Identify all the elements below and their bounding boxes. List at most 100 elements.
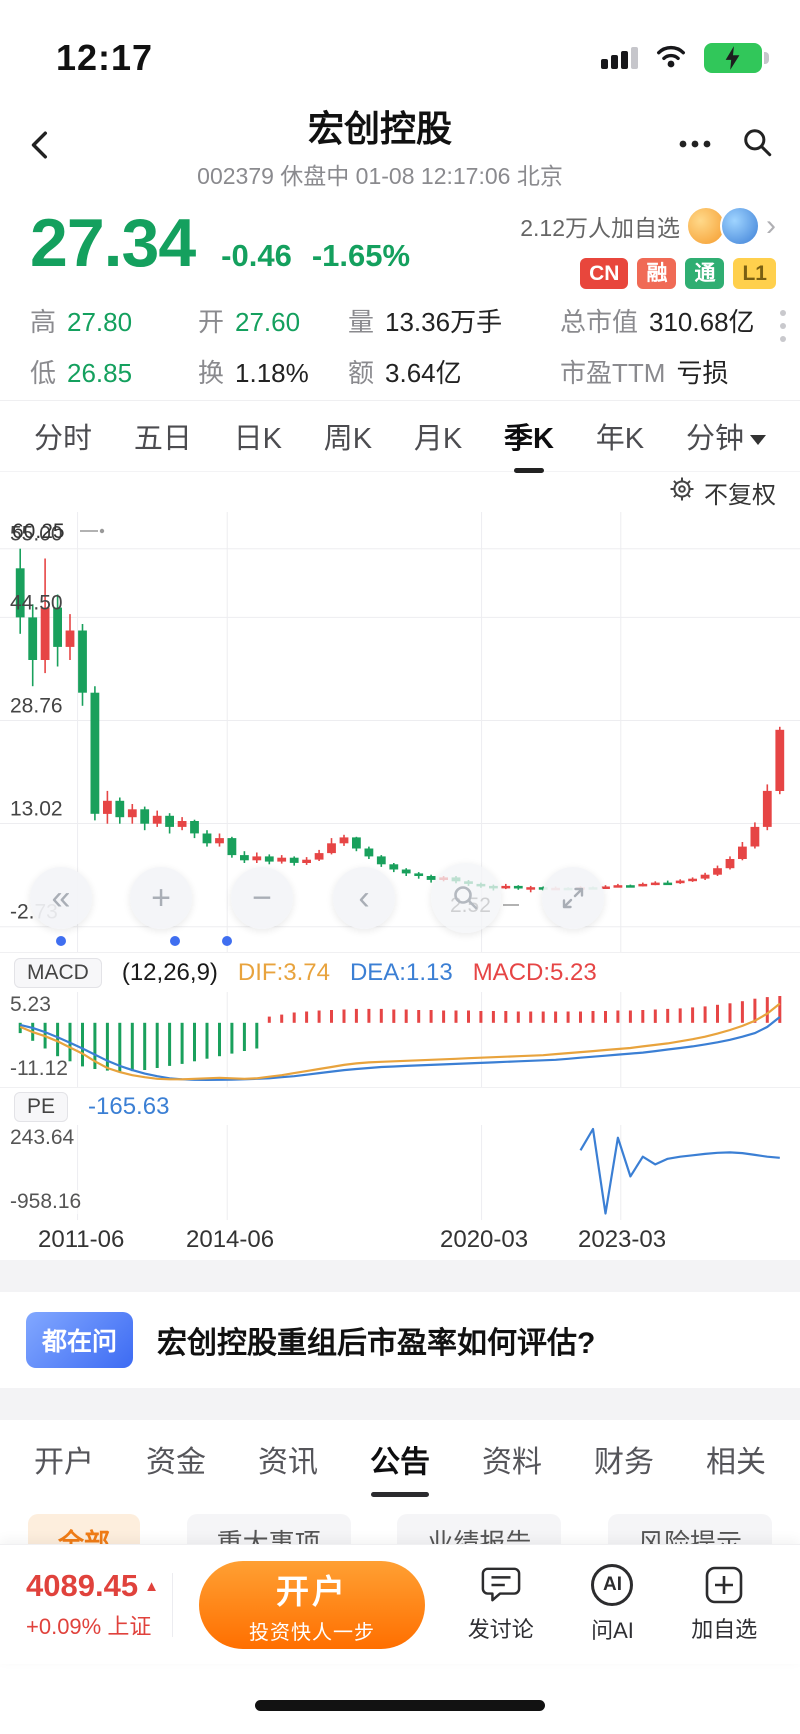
current-price: 27.34	[30, 205, 196, 281]
stat-low: 低 26.85	[30, 358, 133, 388]
tab-funds[interactable]: 资金	[146, 1446, 206, 1479]
svg-text:28.76: 28.76	[10, 695, 63, 718]
stat-high: 高 27.80	[30, 307, 133, 337]
tab-yearly-k[interactable]: 年K	[595, 423, 645, 455]
pe-value: -165.63	[88, 1092, 170, 1120]
qa-question[interactable]: 宏创控股重组后市盈率如何评估?	[157, 1327, 596, 1360]
tab-news[interactable]: 资讯	[258, 1446, 318, 1479]
badge-l1: L1	[733, 258, 776, 290]
magnifier-icon	[454, 886, 478, 910]
macd-header: MACD (12,26,9) DIF:3.74 DEA:1.13 MACD:5.…	[0, 952, 800, 992]
tab-profile[interactable]: 资料	[482, 1446, 542, 1479]
ai-icon: AI	[591, 1564, 634, 1606]
chevron-down-icon	[749, 435, 766, 446]
more-button[interactable]	[678, 136, 712, 154]
index-value: 4089.45	[26, 1568, 139, 1603]
page-title: 宏创控股	[307, 107, 452, 149]
tab-quarterly-k[interactable]: 季K	[504, 399, 554, 473]
qa-row[interactable]: 都在问 宏创控股重组后市盈率如何评估?	[0, 1292, 800, 1388]
x-axis-label: 2020-03	[440, 1226, 529, 1253]
chevron-right-icon: ›	[766, 209, 776, 242]
add-watchlist-icon	[705, 1566, 743, 1604]
header-center: 宏创控股 002379 休盘中 01-08 12:17:06 北京	[82, 100, 678, 191]
macd-value: MACD:5.23	[472, 958, 597, 986]
macd-indicator-label[interactable]: MACD	[14, 957, 102, 988]
stat-turnover: 换 1.18%	[198, 358, 309, 388]
tab-5day[interactable]: 五日	[133, 423, 192, 455]
back-icon	[31, 131, 47, 159]
magnifier-button[interactable]	[431, 863, 501, 933]
tab-monthly-k[interactable]: 月K	[413, 423, 463, 455]
pe-svg	[77, 1125, 780, 1220]
macd-params: (12,26,9)	[121, 958, 218, 986]
x-axis-label: 2023-03	[578, 1226, 667, 1253]
svg-text:60.25: 60.25	[12, 520, 65, 543]
tab-financials[interactable]: 财务	[594, 1446, 654, 1479]
zoom-in-button[interactable]: +	[130, 867, 192, 929]
market-badges: CN 融 通 L1	[520, 258, 776, 290]
battery-charging-icon	[704, 43, 769, 73]
period-tabs: 分时 五日 日K 周K 月K 季K 年K 分钟	[0, 400, 800, 472]
pe-indicator-label[interactable]: PE	[14, 1091, 69, 1122]
divider	[172, 1572, 173, 1637]
svg-text:13.02: 13.02	[10, 798, 63, 821]
stat-open: 开 27.60	[198, 307, 301, 337]
stat-volume: 量 13.36万手	[348, 307, 503, 337]
expand-icon	[562, 887, 584, 909]
bottom-actions: 发讨论 AI 问AI 加自选	[425, 1564, 800, 1645]
rewind-button[interactable]: «	[30, 867, 92, 929]
price-change: -0.46 -1.65%	[221, 238, 410, 274]
index-quote[interactable]: 4089.45 ▲ +0.09% 上证	[0, 1568, 172, 1641]
price-row: 27.34 -0.46 -1.65%	[30, 204, 770, 282]
pan-left-button[interactable]: ‹	[333, 867, 395, 929]
badge-connect: 通	[685, 258, 725, 290]
badge-cn: CN	[580, 258, 629, 290]
slider-handle-dot[interactable]	[222, 936, 232, 946]
macd-svg	[18, 992, 782, 1087]
separator-band	[0, 1260, 800, 1292]
ask-ai-button[interactable]: AI 问AI	[591, 1564, 634, 1645]
up-arrow-icon: ▲	[144, 1577, 159, 1595]
open-account-button[interactable]: 开户 投资快人一步	[199, 1560, 425, 1649]
slider-handle-dot[interactable]	[56, 936, 66, 946]
zoom-out-button[interactable]: −	[231, 867, 293, 929]
dea-value: DEA:1.13	[349, 958, 453, 986]
badge-margin: 融	[637, 258, 677, 290]
quote-panel: 27.34 -0.46 -1.65% 2.12万人加自选 › CN 融 通 L1…	[0, 190, 800, 400]
macd-axis-min: -11.12	[10, 1057, 68, 1081]
tab-daily-k[interactable]: 日K	[233, 423, 282, 455]
adjust-mode-button[interactable]: 不复权	[704, 481, 776, 509]
tab-timeline[interactable]: 分时	[34, 423, 93, 455]
more-icon	[679, 140, 711, 148]
tab-related[interactable]: 相关	[706, 1446, 766, 1479]
followers-count: 2.12万人加自选	[520, 215, 680, 241]
search-button[interactable]	[742, 127, 774, 164]
status-time: 12:17	[56, 37, 154, 78]
status-bar: 12:17	[0, 0, 800, 100]
stock-subtitle: 002379 休盘中 01-08 12:17:06 北京	[197, 162, 563, 189]
back-button[interactable]	[26, 130, 82, 160]
post-discussion-button[interactable]: 发讨论	[468, 1565, 534, 1644]
slider-handle-dot[interactable]	[170, 936, 180, 946]
tab-open-account[interactable]: 开户	[34, 1446, 94, 1479]
index-change: +0.09% 上证	[26, 1614, 152, 1639]
followers-row[interactable]: 2.12万人加自选 ›	[520, 206, 776, 246]
add-watchlist-button[interactable]: 加自选	[691, 1565, 757, 1644]
stats-more-button[interactable]	[780, 310, 786, 342]
tab-announcements[interactable]: 公告	[370, 1419, 430, 1499]
change-percent: -1.65%	[311, 238, 411, 273]
gear-icon	[669, 476, 695, 509]
status-icons	[601, 42, 769, 74]
tab-minute[interactable]: 分钟	[686, 399, 766, 473]
macd-axis-max: 5.23	[10, 993, 51, 1017]
pe-pane: 243.64 -958.16	[0, 1125, 800, 1220]
expand-button[interactable]	[542, 867, 604, 929]
dif-value: DIF:3.74	[237, 958, 330, 986]
separator-band	[0, 1388, 800, 1420]
bottom-bar: 4089.45 ▲ +0.09% 上证 开户 投资快人一步 发讨论 AI 问AI	[0, 1544, 800, 1664]
tab-weekly-k[interactable]: 周K	[323, 423, 373, 455]
stat-pe-ttm: 市盈TTM 亏损	[560, 358, 729, 388]
